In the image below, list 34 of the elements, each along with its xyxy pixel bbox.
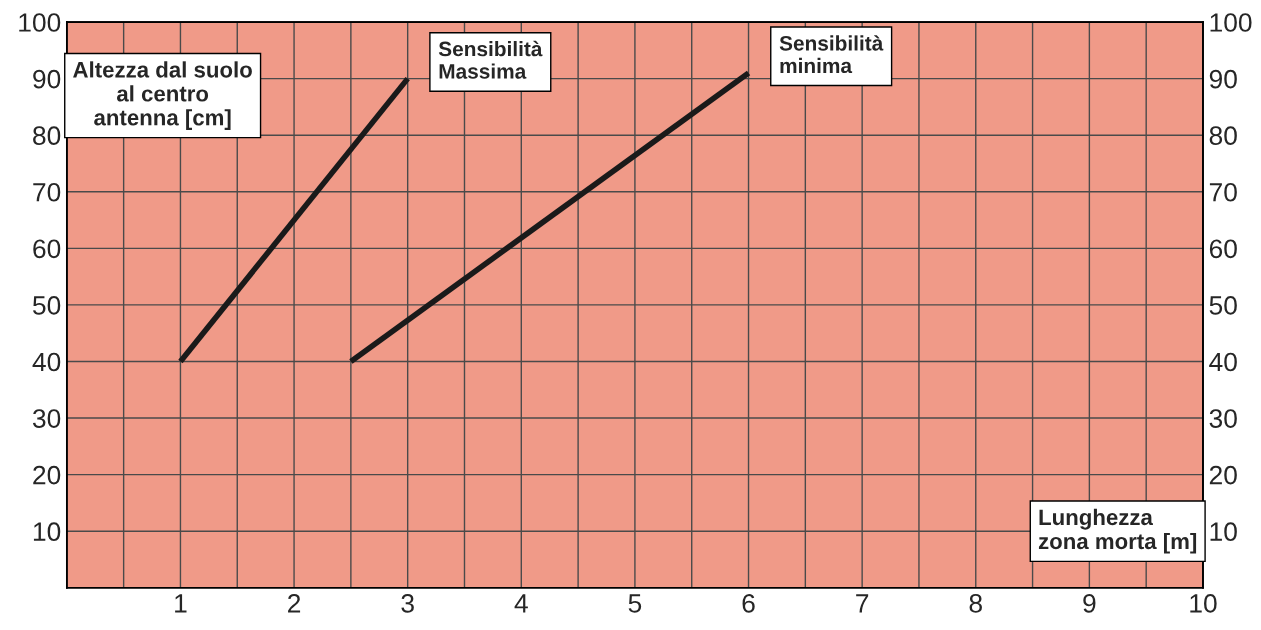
- y-tick-label: 30: [32, 409, 61, 428]
- y-tick-label: 100: [19, 13, 61, 32]
- x-tick-label: 1: [175, 594, 187, 613]
- y-tick-label: 80: [33, 126, 61, 146]
- y2-tick-label: 90: [1209, 69, 1237, 89]
- series-label: Sensibilità minima: [779, 35, 884, 74]
- x-tick-label: 8: [969, 594, 982, 613]
- series-label: Sensibilità Massima: [438, 40, 543, 79]
- x-tick-label: 9: [1083, 594, 1096, 613]
- y-tick-label: 20: [33, 465, 61, 485]
- y2-tick-label: 100: [1210, 13, 1252, 32]
- y-axis-title: Altezza dal suolo al centro antenna [cm]: [73, 61, 252, 130]
- y2-tick-label: 10: [1210, 522, 1237, 542]
- x-axis-title: Lunghezza zona morta [m]: [1038, 508, 1197, 554]
- y-tick-label: 90: [33, 69, 61, 89]
- y2-tick-label: 20: [1209, 465, 1237, 485]
- y2-tick-label: 40: [1209, 352, 1237, 372]
- y2-tick-label: 50: [1209, 296, 1237, 315]
- y2-tick-label: 60: [1209, 239, 1237, 259]
- x-tick-label: 3: [401, 594, 414, 613]
- x-tick-label: 7: [856, 594, 869, 613]
- x-tick-label: 4: [514, 594, 528, 613]
- y2-tick-label: 70: [1209, 182, 1237, 202]
- y2-tick-label: 30: [1209, 409, 1237, 428]
- y-tick-label: 50: [32, 296, 61, 315]
- x-tick-label: 10: [1190, 594, 1217, 613]
- x-tick-label: 5: [628, 594, 642, 613]
- y2-tick-label: 80: [1209, 126, 1237, 146]
- y-tick-label: 40: [32, 352, 61, 372]
- x-tick-label: 2: [288, 594, 301, 613]
- y-tick-label: 70: [33, 182, 61, 202]
- x-tick-label: 6: [742, 594, 755, 613]
- y-tick-label: 60: [33, 239, 61, 259]
- y-tick-label: 10: [33, 522, 61, 542]
